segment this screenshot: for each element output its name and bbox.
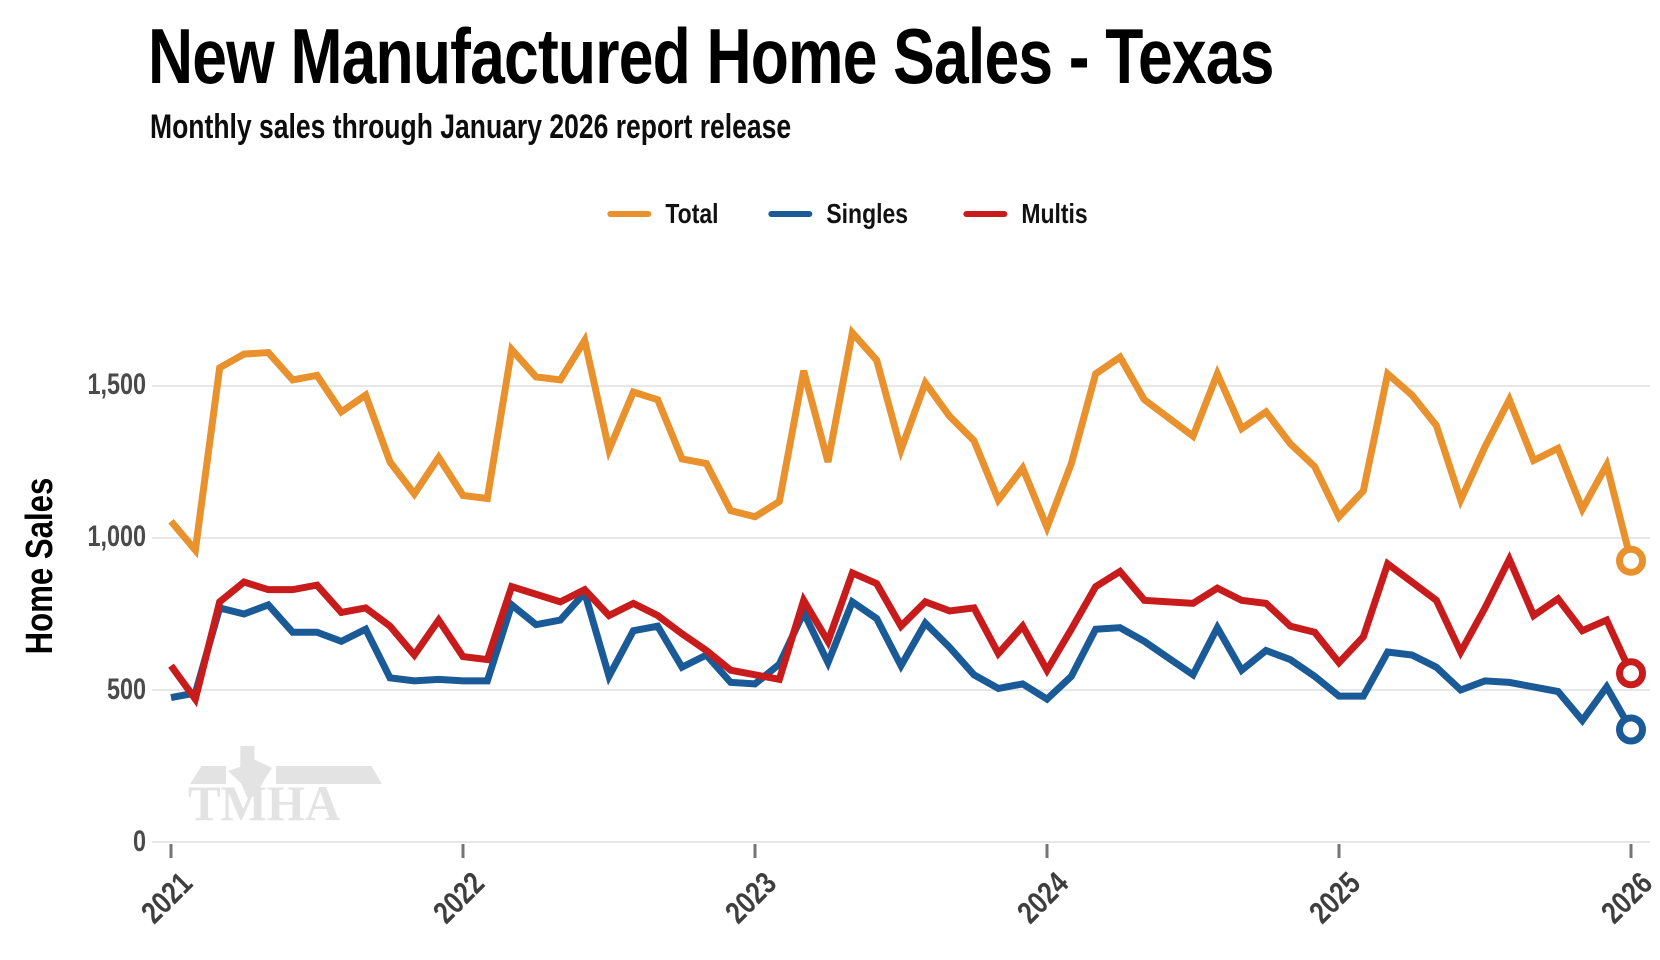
y-tick-label-1500: 1,500 [87,368,146,401]
tmha-watermark: TMHA [188,746,403,838]
y-tick-label-0: 0 [132,825,146,858]
watermark-roof-left-icon [190,766,226,784]
legend-label-singles: Singles [826,198,908,229]
chart-subtitle: Monthly sales through January 2026 repor… [150,108,792,146]
legend-item-total: Total [607,198,730,230]
watermark-text: TMHA [188,775,341,831]
legend: Total Singles Multis [607,198,1102,230]
chart-title: New Manufactured Home Sales - Texas [148,12,1274,100]
y-tick-label-1000: 1,000 [87,520,146,553]
y-tick-label-500: 500 [106,673,146,706]
legend-label-multis: Multis [1021,198,1089,229]
legend-item-singles: Singles [768,198,926,230]
legend-label-total: Total [665,198,719,229]
y-axis-title: Home Sales [19,477,61,655]
watermark-roof-right-icon [276,766,382,784]
total-line-swatch-icon [607,211,652,217]
multis-line-swatch-icon [963,211,1008,217]
singles-line-swatch-icon [768,211,813,217]
legend-item-multis: Multis [963,198,1103,230]
